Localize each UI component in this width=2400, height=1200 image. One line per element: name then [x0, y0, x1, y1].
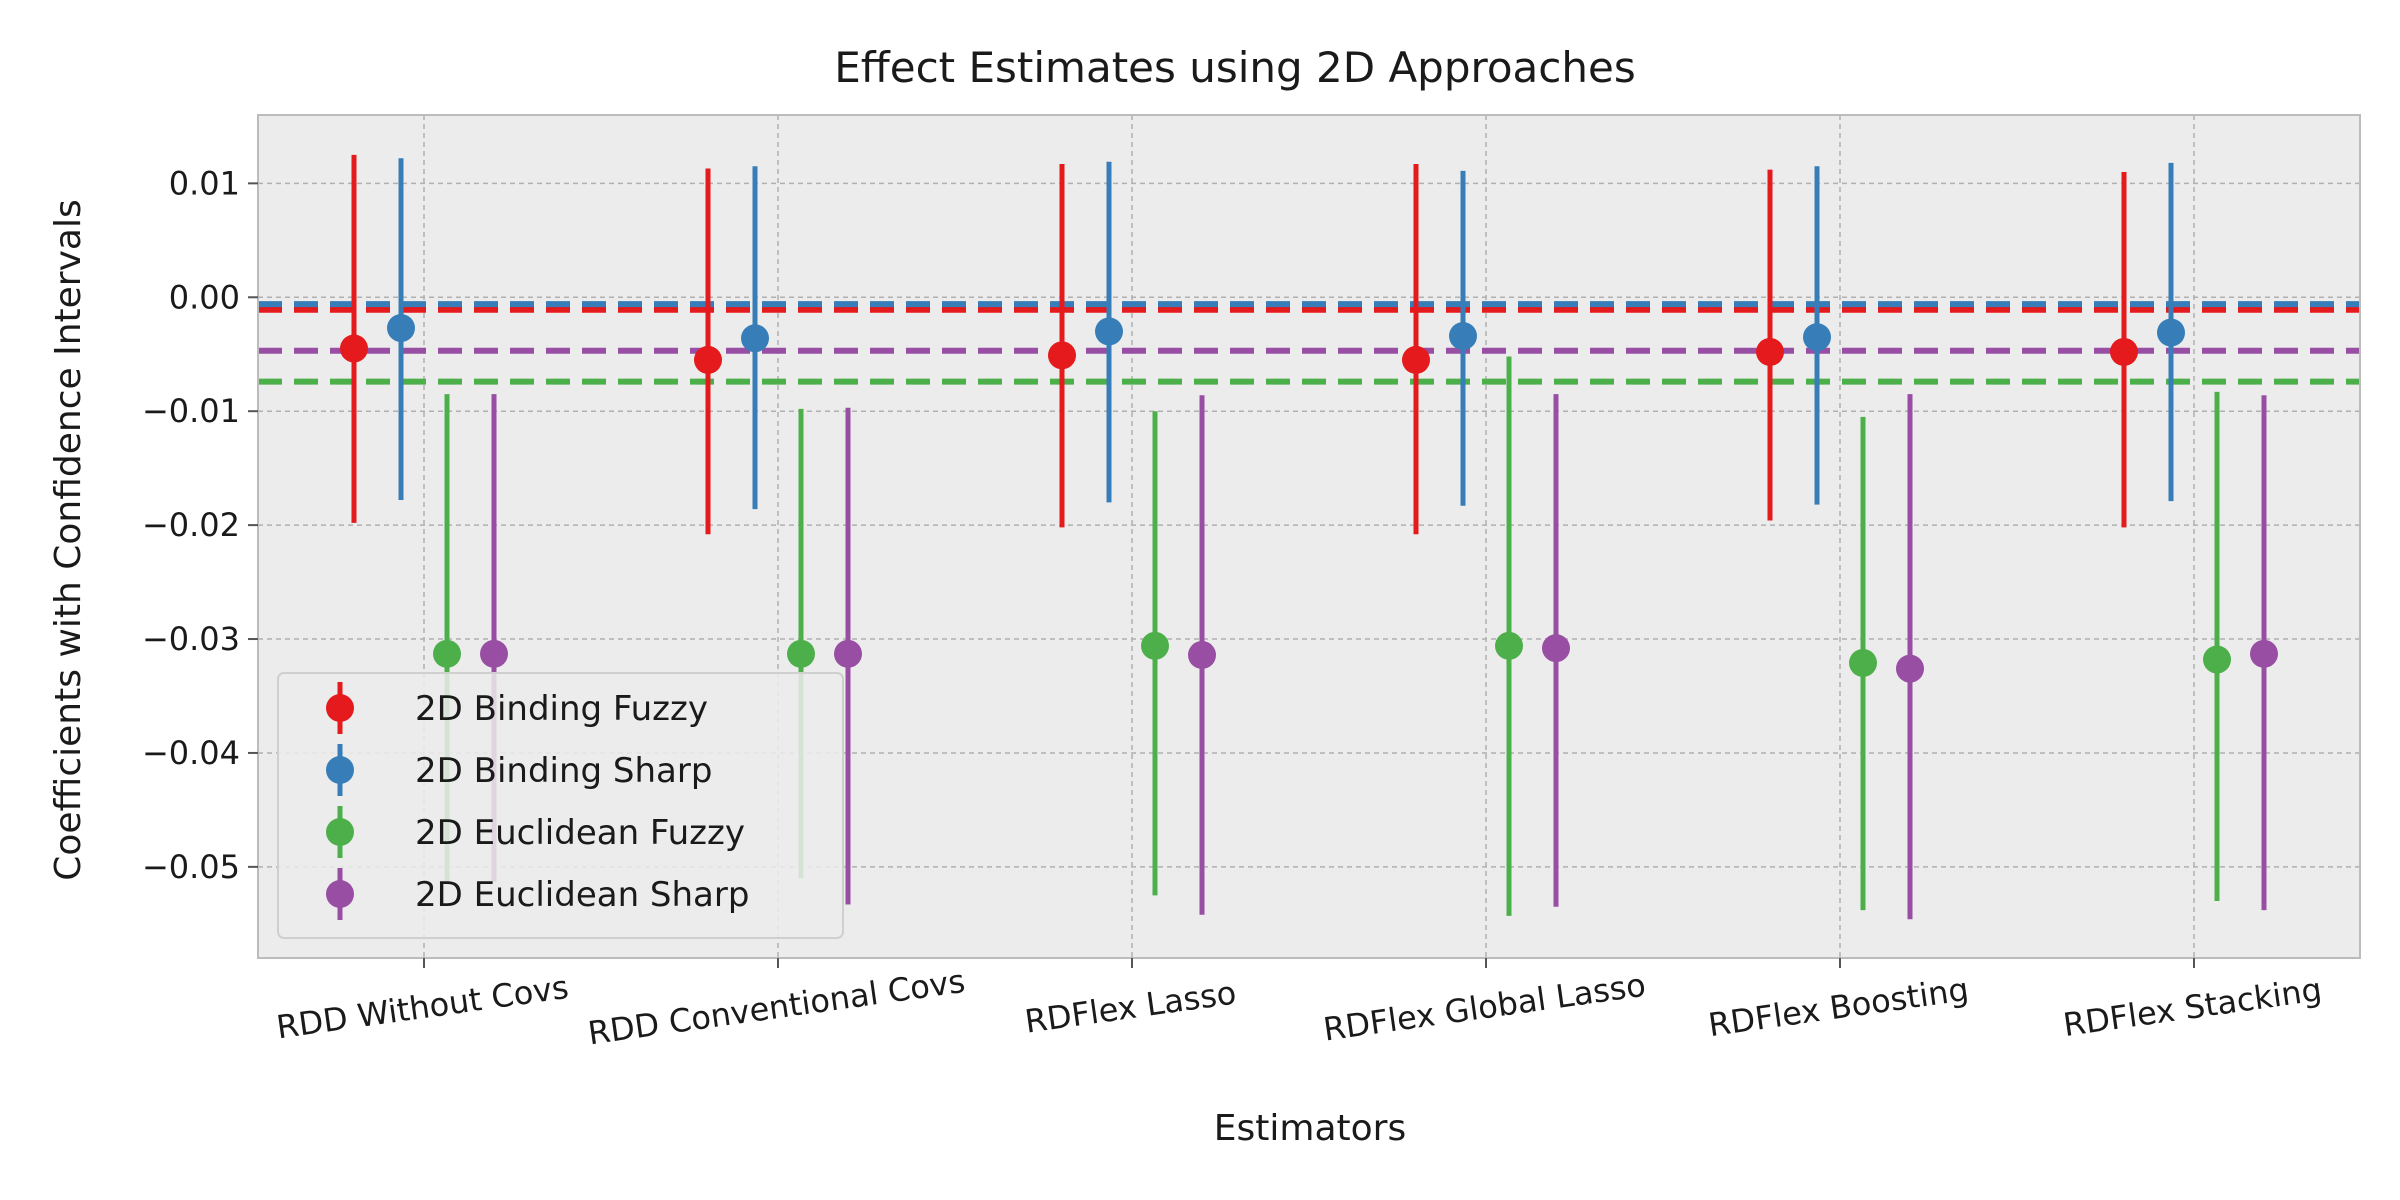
- y-tick-label: −0.01: [142, 392, 240, 430]
- data-point: [694, 345, 722, 374]
- y-axis-ticks: 0.01 0.00 −0.01 −0.02 −0.03 −0.04 −0.05: [142, 164, 258, 886]
- legend-marker: [326, 818, 354, 846]
- y-axis-label: Coefficients with Confidence Intervals: [48, 199, 89, 881]
- legend-label: 2D Euclidean Fuzzy: [415, 813, 745, 853]
- data-point: [1803, 323, 1831, 352]
- chart-title: Effect Estimates using 2D Approaches: [834, 43, 1635, 92]
- x-axis-label: Estimators: [1214, 1108, 1406, 1149]
- legend-marker: [326, 694, 354, 722]
- y-tick-label: −0.05: [142, 848, 240, 886]
- legend-box: [277, 672, 844, 939]
- data-point: [1141, 631, 1169, 660]
- data-point: [2203, 645, 2231, 674]
- data-point: [1542, 634, 1570, 663]
- data-point: [1495, 631, 1523, 660]
- legend-label: 2D Binding Sharp: [415, 751, 712, 791]
- data-point: [1896, 654, 1924, 683]
- legend-marker: [326, 880, 354, 908]
- y-tick-label: −0.02: [142, 506, 240, 544]
- y-tick-label: 0.00: [169, 278, 240, 316]
- data-point: [387, 314, 415, 343]
- data-point: [2157, 318, 2185, 347]
- legend-marker: [326, 756, 354, 784]
- point-estimates: [340, 314, 2278, 683]
- data-point: [1095, 317, 1123, 346]
- data-point: [787, 639, 815, 668]
- data-point: [741, 324, 769, 353]
- data-point: [1188, 640, 1216, 669]
- data-point: [2110, 337, 2138, 366]
- data-point: [1048, 341, 1076, 370]
- legend-label: 2D Euclidean Sharp: [415, 875, 749, 915]
- legend-label: 2D Binding Fuzzy: [415, 689, 708, 729]
- data-point: [2250, 639, 2278, 668]
- data-point: [834, 639, 862, 668]
- data-point: [340, 334, 368, 363]
- data-point: [1402, 345, 1430, 374]
- y-tick-label: −0.03: [142, 620, 240, 658]
- data-point: [480, 639, 508, 668]
- y-tick-label: 0.01: [169, 164, 240, 202]
- y-tick-label: −0.04: [142, 734, 240, 772]
- data-point: [1756, 337, 1784, 366]
- legend: 2D Binding Fuzzy 2D Binding Sharp 2D Eucli…: [277, 672, 844, 939]
- data-point: [1849, 648, 1877, 677]
- data-point: [1449, 322, 1477, 351]
- plot-frame: [257, 114, 2361, 959]
- reference-lines: [258, 301, 2360, 385]
- data-point: [433, 639, 461, 668]
